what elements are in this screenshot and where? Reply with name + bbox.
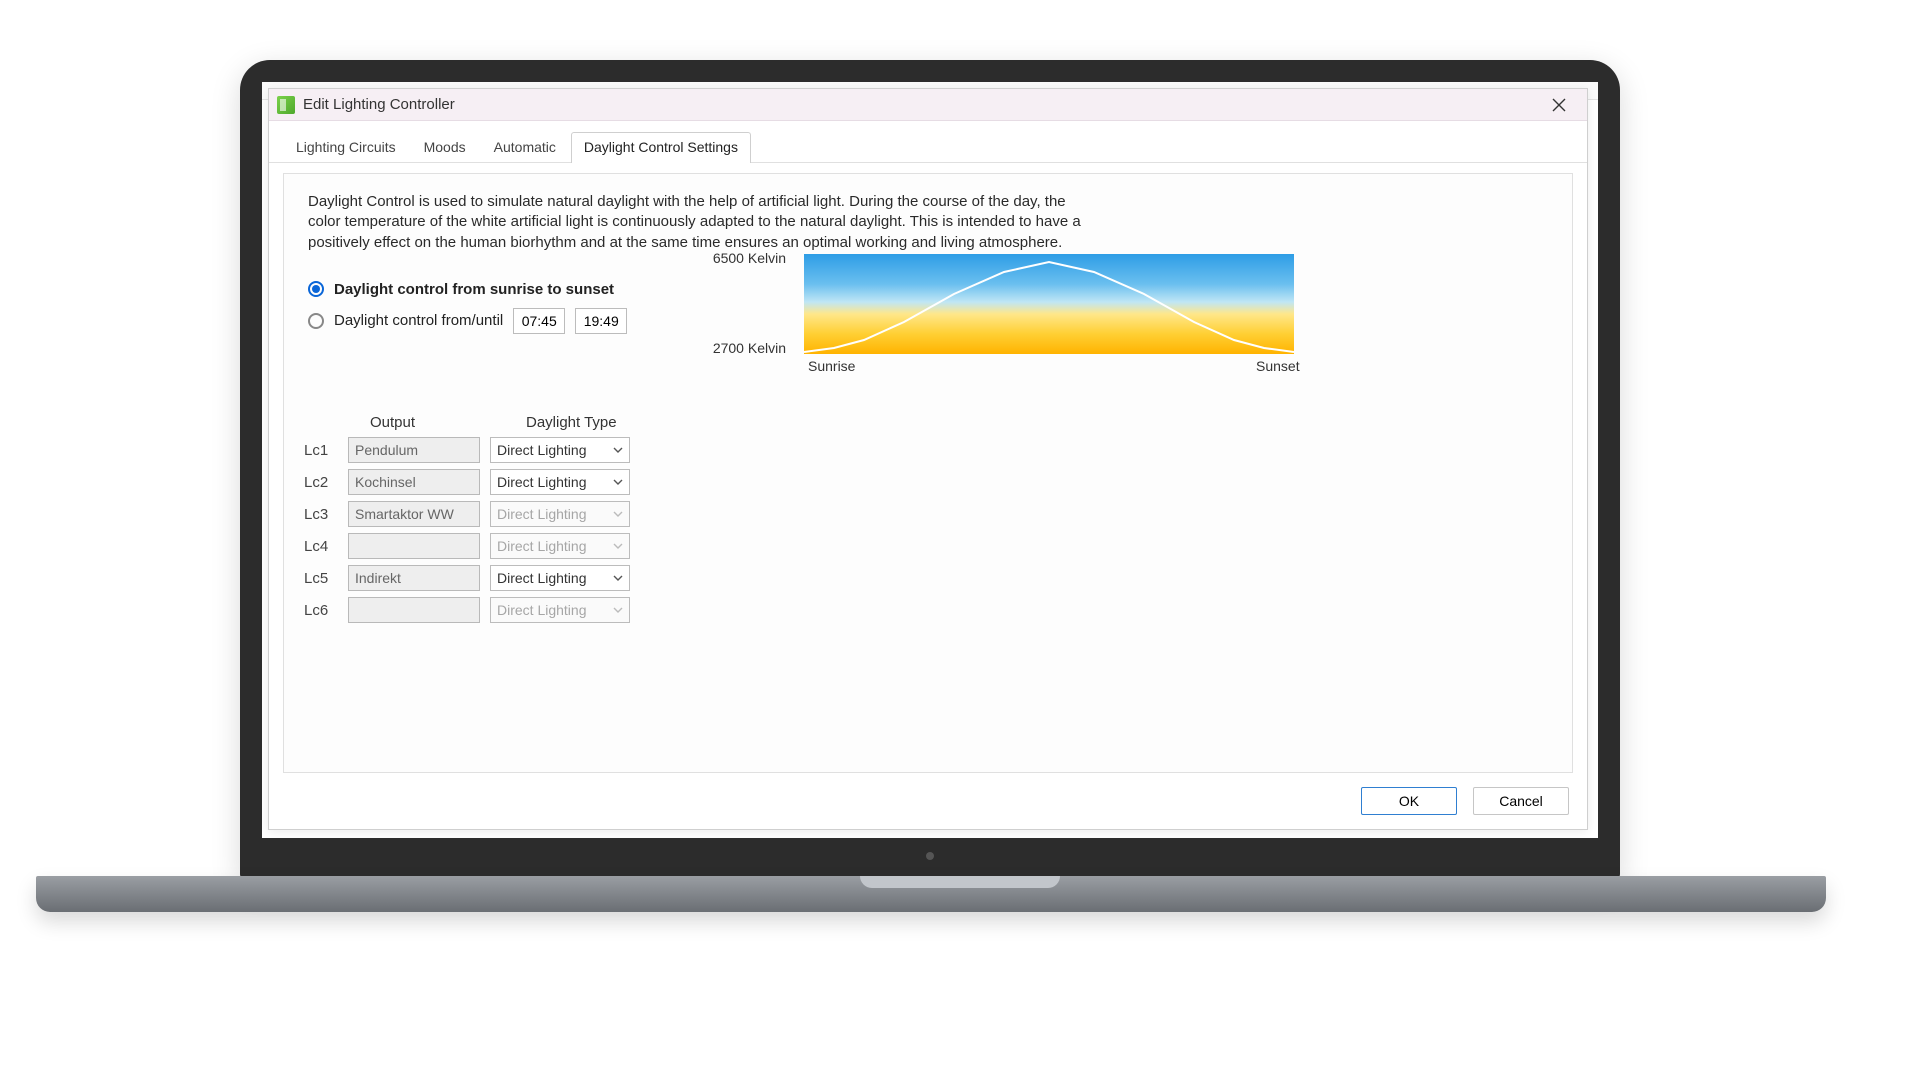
output-row: Lc6 Direct Lighting	[304, 597, 666, 623]
description-text: Daylight Control is used to simulate nat…	[308, 192, 1088, 253]
close-icon	[1552, 98, 1566, 112]
daylight-type-value: Direct Lighting	[497, 442, 587, 458]
lc-label: Lc1	[304, 442, 338, 459]
header-output: Output	[370, 414, 500, 431]
titlebar: Edit Lighting Controller	[269, 89, 1587, 121]
output-name-input[interactable]	[348, 437, 480, 463]
chevron-down-icon	[613, 506, 623, 522]
output-row: Lc1 Direct Lighting	[304, 437, 666, 463]
daylight-type-select: Direct Lighting	[490, 597, 630, 623]
label-sunrise-sunset: Daylight control from sunrise to sunset	[334, 281, 614, 298]
input-until-time[interactable]	[575, 308, 627, 334]
ok-button[interactable]: OK	[1361, 787, 1457, 815]
tab-moods[interactable]: Moods	[411, 132, 479, 163]
outputs-header: Output Daylight Type	[304, 414, 666, 431]
cancel-button[interactable]: Cancel	[1473, 787, 1569, 815]
output-row: Lc3 Direct Lighting	[304, 501, 666, 527]
chevron-down-icon	[613, 538, 623, 554]
tab-daylight-control-settings[interactable]: Daylight Control Settings	[571, 132, 751, 163]
input-from-time[interactable]	[513, 308, 565, 334]
output-name-input[interactable]	[348, 565, 480, 591]
daylight-type-select[interactable]: Direct Lighting	[490, 469, 630, 495]
tab-automatic[interactable]: Automatic	[481, 132, 569, 163]
chevron-down-icon	[613, 442, 623, 458]
daylight-type-select[interactable]: Direct Lighting	[490, 565, 630, 591]
chart-gradient-box	[804, 254, 1294, 354]
ytick-bottom: 2700 Kelvin	[696, 340, 786, 356]
lc-label: Lc6	[304, 602, 338, 619]
lc-label: Lc4	[304, 538, 338, 555]
app-icon	[277, 96, 295, 114]
daylight-type-value: Direct Lighting	[497, 538, 587, 554]
tab-bar: Lighting Circuits Moods Automatic Daylig…	[269, 121, 1587, 163]
radio-sunrise-sunset[interactable]	[308, 281, 324, 297]
header-daylight-type: Daylight Type	[526, 414, 666, 431]
output-name-input[interactable]	[348, 533, 480, 559]
lc-label: Lc5	[304, 570, 338, 587]
output-name-input[interactable]	[348, 597, 480, 623]
chart-curve	[804, 254, 1294, 354]
tab-lighting-circuits[interactable]: Lighting Circuits	[283, 132, 409, 163]
output-row: Lc2 Direct Lighting	[304, 469, 666, 495]
chevron-down-icon	[613, 602, 623, 618]
xlabel-sunset: Sunset	[1256, 358, 1300, 374]
chevron-down-icon	[613, 474, 623, 490]
outputs-table: Output Daylight Type Lc1Direct LightingL…	[304, 414, 666, 629]
window-title: Edit Lighting Controller	[303, 96, 1539, 113]
laptop-frame: Edit Lighting Controller Lighting Circui…	[240, 60, 1620, 880]
lc-label: Lc3	[304, 506, 338, 523]
daylight-type-value: Direct Lighting	[497, 474, 587, 490]
lc-label: Lc2	[304, 474, 338, 491]
screen: Edit Lighting Controller Lighting Circui…	[262, 82, 1598, 838]
xlabel-sunrise: Sunrise	[808, 358, 855, 374]
output-row: Lc4 Direct Lighting	[304, 533, 666, 559]
output-row: Lc5 Direct Lighting	[304, 565, 666, 591]
footer-buttons: OK Cancel	[1361, 787, 1569, 815]
daylight-type-value: Direct Lighting	[497, 506, 587, 522]
ytick-top: 6500 Kelvin	[696, 250, 786, 266]
label-from-until: Daylight control from/until	[334, 312, 503, 329]
radio-from-until[interactable]	[308, 313, 324, 329]
chevron-down-icon	[613, 570, 623, 586]
daylight-type-value: Direct Lighting	[497, 602, 587, 618]
daylight-type-select: Direct Lighting	[490, 533, 630, 559]
output-name-input[interactable]	[348, 501, 480, 527]
output-name-input[interactable]	[348, 469, 480, 495]
dialog-window: Edit Lighting Controller Lighting Circui…	[268, 88, 1588, 830]
close-button[interactable]	[1539, 91, 1579, 119]
daylight-type-value: Direct Lighting	[497, 570, 587, 586]
daylight-type-select[interactable]: Direct Lighting	[490, 437, 630, 463]
laptop-notch	[860, 876, 1060, 888]
daylight-type-select: Direct Lighting	[490, 501, 630, 527]
camera-dot	[926, 852, 934, 860]
tab-panel: Daylight Control is used to simulate nat…	[283, 173, 1573, 773]
